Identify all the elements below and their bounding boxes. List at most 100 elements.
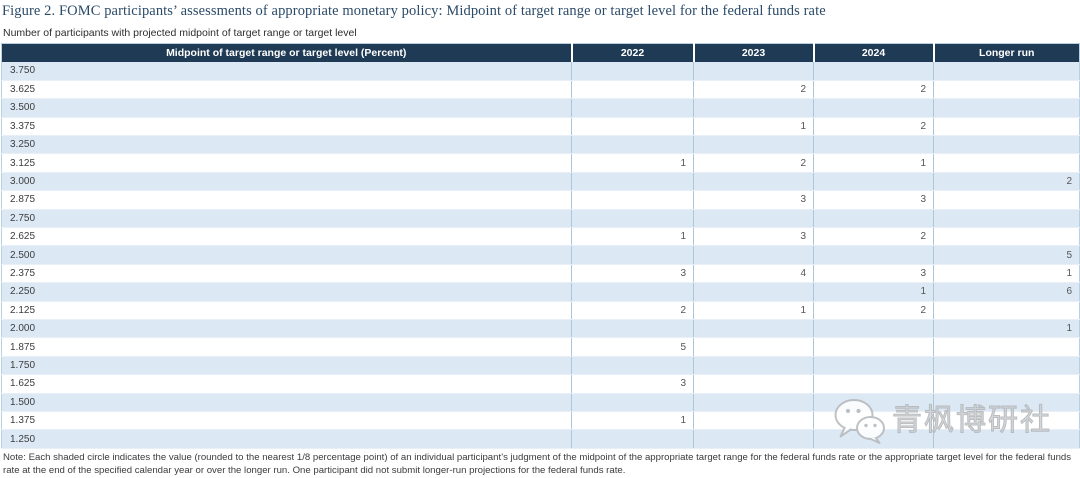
figure-title: Figure 2. FOMC participants’ assessments… — [2, 3, 826, 19]
count-cell — [813, 411, 934, 431]
rate-label: 1.625 — [1, 374, 572, 394]
count-cell: 2 — [813, 80, 934, 100]
count-cell: 3 — [813, 190, 934, 210]
rate-label: 2.000 — [1, 319, 572, 339]
header-2023: 2023 — [692, 43, 814, 62]
table-row: 2.750 — [1, 209, 1080, 229]
count-cell — [571, 429, 694, 449]
table-row: 1.750 — [1, 356, 1080, 376]
count-cell — [693, 393, 814, 412]
rate-label: 2.375 — [1, 264, 572, 284]
count-cell: 1 — [571, 227, 694, 247]
table-row: 2.375 3 4 3 1 — [1, 264, 1080, 284]
table-row: 2.000 1 — [1, 319, 1080, 339]
count-cell: 2 — [933, 172, 1080, 192]
count-cell — [693, 337, 814, 357]
count-cell — [813, 374, 934, 394]
count-cell: 2 — [813, 227, 934, 247]
count-cell — [933, 411, 1080, 431]
rate-label: 2.250 — [1, 282, 572, 302]
count-cell — [813, 135, 934, 155]
count-cell — [813, 319, 934, 339]
count-cell: 1 — [693, 117, 814, 137]
count-cell — [813, 172, 934, 192]
count-cell — [693, 319, 814, 339]
table-row: 3.625 2 2 — [1, 80, 1080, 100]
count-cell: 2 — [693, 80, 814, 100]
count-cell — [933, 337, 1080, 357]
count-cell — [933, 62, 1080, 81]
count-cell — [571, 190, 694, 210]
rate-label: 2.625 — [1, 227, 572, 247]
table-row: 2.875 3 3 — [1, 190, 1080, 210]
table-row: 3.125 1 2 1 — [1, 153, 1080, 173]
table-row: 3.250 — [1, 135, 1080, 155]
count-cell — [933, 117, 1080, 137]
participants-table: Midpoint of target range or target level… — [1, 43, 1080, 449]
count-cell — [571, 135, 694, 155]
header-2024: 2024 — [812, 43, 934, 62]
table-row: 1.250 — [1, 429, 1080, 449]
count-cell: 3 — [813, 264, 934, 284]
count-cell — [693, 374, 814, 394]
rate-label: 3.375 — [1, 117, 572, 137]
count-cell — [571, 356, 694, 376]
count-cell — [693, 245, 814, 265]
count-cell — [933, 393, 1080, 412]
count-cell: 2 — [813, 117, 934, 137]
count-cell — [571, 62, 694, 81]
header-row: Midpoint of target range or target level… — [1, 43, 1080, 62]
header-longer-run: Longer run — [932, 43, 1080, 62]
count-cell: 2 — [813, 301, 934, 320]
rate-label: 1.500 — [1, 393, 572, 412]
table-row: 3.750 — [1, 62, 1080, 81]
count-cell — [693, 172, 814, 192]
count-cell — [571, 80, 694, 100]
count-cell — [933, 356, 1080, 376]
count-cell: 1 — [693, 301, 814, 320]
count-cell — [813, 98, 934, 118]
table-row: 3.375 1 2 — [1, 117, 1080, 137]
count-cell — [571, 98, 694, 118]
table-row: 3.500 — [1, 98, 1080, 118]
rate-label: 1.250 — [1, 429, 572, 449]
count-cell — [933, 153, 1080, 173]
count-cell: 2 — [571, 301, 694, 320]
count-cell: 5 — [933, 245, 1080, 265]
count-cell — [693, 62, 814, 81]
table-body: 3.750 3.625 2 2 3.500 3.375 1 2 3.250 3.125 1 2 1 3.0… — [1, 62, 1080, 449]
count-cell — [693, 135, 814, 155]
count-cell: 1 — [813, 282, 934, 302]
count-cell — [693, 356, 814, 376]
table-row: 2.125 2 1 2 — [1, 301, 1080, 320]
count-cell: 1 — [933, 264, 1080, 284]
table-row: 1.500 — [1, 393, 1080, 412]
count-cell — [693, 429, 814, 449]
count-cell: 3 — [571, 264, 694, 284]
rate-label: 3.625 — [1, 80, 572, 100]
count-cell: 3 — [693, 190, 814, 210]
table-row: 1.875 5 — [1, 337, 1080, 357]
rate-label: 1.750 — [1, 356, 572, 376]
rate-label: 2.750 — [1, 209, 572, 229]
count-cell — [933, 301, 1080, 320]
count-cell — [813, 62, 934, 81]
rate-label: 3.500 — [1, 98, 572, 118]
count-cell: 4 — [693, 264, 814, 284]
rate-label: 3.750 — [1, 62, 572, 81]
count-cell: 1 — [571, 411, 694, 431]
count-cell — [571, 245, 694, 265]
count-cell — [933, 209, 1080, 229]
table-row: 1.375 1 — [1, 411, 1080, 431]
count-cell — [933, 227, 1080, 247]
count-cell: 1 — [813, 153, 934, 173]
count-cell — [693, 282, 814, 302]
count-cell: 1 — [571, 153, 694, 173]
count-cell: 1 — [933, 319, 1080, 339]
count-cell — [813, 393, 934, 412]
count-cell — [571, 319, 694, 339]
rate-label: 1.375 — [1, 411, 572, 431]
figure-subtitle: Number of participants with projected mi… — [3, 27, 357, 39]
count-cell — [933, 190, 1080, 210]
